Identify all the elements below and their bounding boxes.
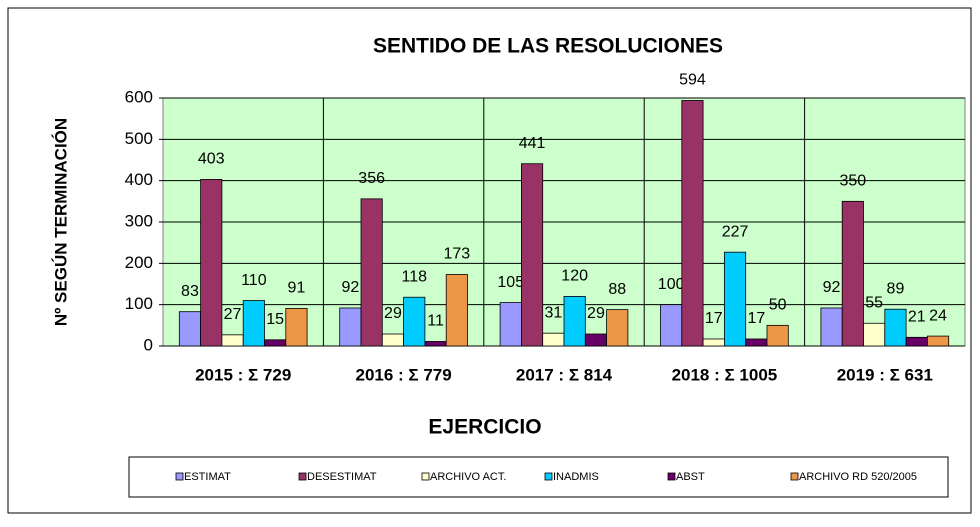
- bar: [681, 100, 704, 347]
- bar: [927, 335, 950, 347]
- x-tick-label: 2015 : Σ 729: [195, 365, 291, 384]
- data-label: 88: [608, 281, 626, 298]
- data-label: 31: [544, 304, 562, 321]
- legend-label: INADMIS: [553, 471, 599, 483]
- data-label: 27: [224, 306, 242, 323]
- data-label: 227: [722, 223, 749, 240]
- data-label: 21: [908, 309, 926, 326]
- bar: [221, 334, 244, 347]
- data-label: 403: [198, 151, 225, 168]
- bar: [542, 332, 565, 347]
- bar: [584, 333, 607, 347]
- bar: [745, 338, 768, 347]
- data-label: 17: [705, 310, 723, 327]
- y-tick-label: 0: [144, 335, 153, 354]
- legend-label: ARCHIVO RD 520/2005: [799, 471, 917, 483]
- bar: [905, 336, 928, 347]
- bar: [863, 322, 886, 347]
- legend-label: ARCHIVO ACT.: [430, 471, 506, 483]
- legend-swatch: [544, 472, 553, 481]
- legend: [128, 456, 949, 498]
- legend-swatch: [298, 472, 307, 481]
- data-label: 594: [679, 72, 706, 89]
- bar: [285, 307, 308, 347]
- data-label: 105: [497, 274, 524, 291]
- data-label: 29: [384, 305, 402, 322]
- data-label: 120: [561, 268, 588, 285]
- data-label: 91: [288, 280, 306, 297]
- data-label: 173: [443, 246, 470, 263]
- legend-swatch: [421, 472, 430, 481]
- bar: [702, 338, 725, 347]
- data-label: 356: [358, 170, 385, 187]
- chart-title: SENTIDO DE LAS RESOLUCIONES: [373, 35, 723, 58]
- legend-label: DESESTIMAT: [307, 471, 377, 483]
- bar: [178, 311, 202, 347]
- x-tick-label: 2019 : Σ 631: [837, 365, 933, 384]
- data-label: 24: [929, 307, 947, 324]
- data-label: 350: [839, 173, 866, 190]
- y-tick-label: 300: [125, 211, 153, 230]
- data-label: 110: [241, 272, 267, 289]
- data-label: 17: [747, 310, 765, 327]
- legend-label: ESTIMAT: [184, 471, 231, 483]
- legend-swatch: [667, 472, 676, 481]
- bar: [403, 296, 426, 347]
- y-tick-label: 400: [125, 170, 153, 189]
- bar: [724, 251, 747, 347]
- bar: [381, 333, 404, 347]
- bar: [360, 198, 383, 347]
- data-label: 83: [181, 283, 199, 300]
- y-tick-label: 600: [125, 87, 153, 106]
- data-label: 441: [519, 135, 546, 152]
- legend-swatch: [175, 472, 184, 481]
- bar: [884, 308, 907, 347]
- bar: [660, 304, 683, 347]
- data-label: 29: [587, 305, 605, 322]
- y-tick-label: 200: [125, 253, 153, 272]
- bar: [264, 339, 287, 347]
- bar: [563, 295, 586, 347]
- legend-label: ABST: [676, 471, 705, 483]
- x-tick-label: 2018 : Σ 1005: [672, 365, 778, 384]
- y-tick-label: 500: [125, 129, 153, 148]
- bar: [424, 341, 447, 347]
- data-label: 15: [266, 311, 284, 328]
- data-label: 89: [887, 280, 905, 297]
- bar: [521, 163, 544, 347]
- x-axis-label: EJERCICIO: [428, 416, 541, 439]
- x-tick-label: 2017 : Σ 814: [516, 365, 613, 384]
- bar: [841, 200, 864, 347]
- y-axis-label: Nº SEGÚN TERMINACIÓN: [51, 118, 70, 326]
- bar: [445, 274, 468, 347]
- data-label: 92: [823, 279, 841, 296]
- x-tick-label: 2016 : Σ 779: [355, 365, 451, 384]
- bar: [499, 302, 522, 347]
- y-tick-label: 100: [125, 294, 153, 313]
- bar: [606, 309, 629, 347]
- data-label: 50: [769, 297, 787, 314]
- data-label: 55: [865, 294, 883, 311]
- data-label: 11: [427, 313, 444, 330]
- data-label: 100: [658, 276, 685, 293]
- data-label: 92: [341, 279, 359, 296]
- legend-swatch: [790, 472, 799, 481]
- bar: [242, 300, 265, 347]
- bar: [766, 324, 789, 347]
- data-label: 118: [401, 268, 427, 285]
- bar: [820, 307, 843, 347]
- bar: [339, 307, 362, 347]
- bar: [200, 179, 223, 347]
